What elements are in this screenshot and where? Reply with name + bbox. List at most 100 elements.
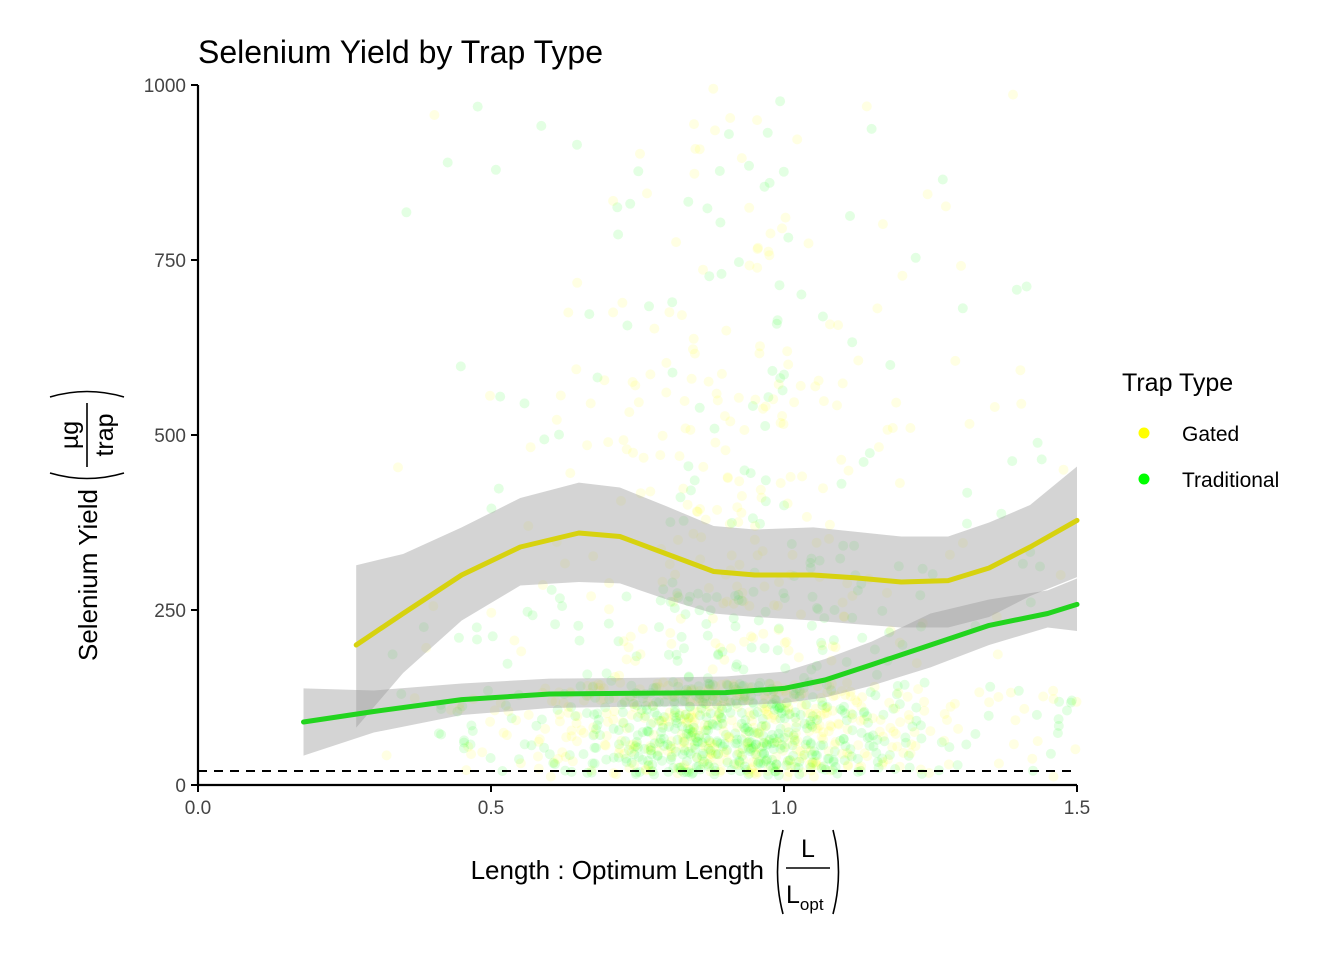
data-point-traditional — [910, 252, 921, 263]
data-point-traditional — [776, 740, 787, 750]
data-point-traditional — [522, 606, 533, 617]
data-point-traditional — [732, 738, 743, 749]
data-point-gated — [782, 346, 793, 357]
data-point-traditional — [560, 765, 571, 776]
data-point-gated — [563, 707, 574, 718]
data-point-traditional — [722, 745, 732, 755]
data-point-gated — [894, 637, 905, 648]
data-point-gated — [943, 759, 954, 770]
data-point-traditional — [707, 679, 718, 690]
data-point-gated — [554, 709, 565, 720]
data-point-traditional — [730, 728, 741, 739]
data-point-traditional — [500, 700, 511, 711]
data-point-traditional — [1007, 456, 1018, 467]
data-point-traditional — [589, 709, 600, 720]
data-point-traditional — [812, 714, 823, 725]
data-point-gated — [1027, 753, 1038, 764]
data-point-traditional — [795, 709, 806, 720]
data-point-traditional — [519, 398, 530, 409]
data-point-gated — [768, 394, 779, 405]
confidence-band-traditional — [303, 578, 1077, 756]
data-point-gated — [944, 549, 955, 560]
data-point-traditional — [903, 750, 914, 761]
data-point-gated — [663, 716, 674, 727]
data-point-traditional — [747, 513, 758, 524]
data-point-gated — [883, 754, 893, 765]
data-point-traditional — [643, 726, 654, 737]
data-point-traditional — [550, 619, 561, 630]
data-point-gated — [791, 744, 802, 755]
data-point-traditional — [838, 540, 849, 551]
data-point-gated — [837, 378, 848, 389]
data-point-traditional — [652, 751, 663, 762]
data-point-gated — [786, 761, 797, 772]
x-label-right-paren — [832, 829, 840, 915]
data-point-gated — [588, 551, 599, 562]
data-point-traditional — [696, 703, 707, 714]
data-point-gated — [826, 655, 837, 666]
data-point-gated — [511, 715, 522, 726]
data-point-gated — [748, 633, 758, 643]
data-point-traditional — [811, 603, 822, 613]
data-point-traditional — [771, 701, 782, 712]
data-point-traditional — [620, 736, 631, 747]
data-point-gated — [498, 727, 509, 738]
data-point-gated — [716, 679, 727, 690]
data-point-gated — [601, 731, 612, 741]
data-point-traditional — [856, 578, 867, 589]
data-point-traditional — [679, 745, 690, 756]
data-point-gated — [692, 725, 703, 736]
data-point-traditional — [669, 698, 680, 709]
data-point-gated — [534, 734, 545, 745]
data-point-traditional — [841, 715, 852, 726]
data-point-traditional — [696, 750, 707, 761]
data-point-gated — [710, 437, 721, 448]
chart-title: Selenium Yield by Trap Type — [198, 34, 603, 70]
data-point-gated — [765, 228, 776, 239]
data-point-traditional — [718, 693, 728, 704]
data-point-traditional — [772, 315, 783, 326]
data-point-gated — [551, 414, 562, 425]
data-point-gated — [635, 649, 646, 660]
data-point-traditional — [752, 707, 763, 717]
data-point-traditional — [717, 646, 728, 657]
data-point-gated — [993, 758, 1004, 769]
data-point-gated — [664, 307, 675, 318]
data-point-traditional — [713, 650, 724, 661]
data-point-gated — [704, 737, 715, 748]
data-point-gated — [845, 691, 856, 702]
data-point-gated — [754, 348, 765, 359]
data-point-traditional — [684, 591, 695, 602]
data-point-gated — [428, 601, 439, 612]
data-point-gated — [648, 717, 659, 728]
data-point-gated — [719, 696, 730, 707]
data-point-gated — [760, 756, 771, 767]
data-point-gated — [777, 411, 788, 421]
data-point-gated — [678, 733, 689, 744]
data-point-traditional — [387, 649, 398, 660]
data-point-gated — [661, 387, 672, 398]
data-point-gated — [761, 706, 772, 717]
data-point-traditional — [712, 736, 723, 747]
data-point-gated — [882, 587, 892, 598]
data-point-traditional — [679, 696, 690, 706]
data-point-gated — [655, 715, 666, 726]
data-point-gated — [765, 679, 776, 689]
data-point-traditional — [774, 702, 785, 713]
data-point-gated — [874, 726, 885, 737]
data-point-traditional — [1025, 597, 1036, 608]
data-point-traditional — [788, 689, 799, 700]
data-point-gated — [629, 743, 639, 754]
data-point-gated — [706, 738, 717, 748]
data-point-traditional — [737, 750, 747, 761]
data-point-traditional — [794, 685, 805, 696]
data-point-traditional — [662, 739, 673, 750]
data-point-gated — [894, 478, 905, 489]
data-point-gated — [1071, 696, 1082, 707]
data-point-traditional — [628, 698, 639, 709]
data-point-traditional — [828, 756, 839, 767]
data-point-gated — [847, 590, 858, 601]
smooth-lines — [301, 517, 1080, 725]
data-point-traditional — [652, 710, 663, 721]
data-point-traditional — [632, 730, 643, 741]
